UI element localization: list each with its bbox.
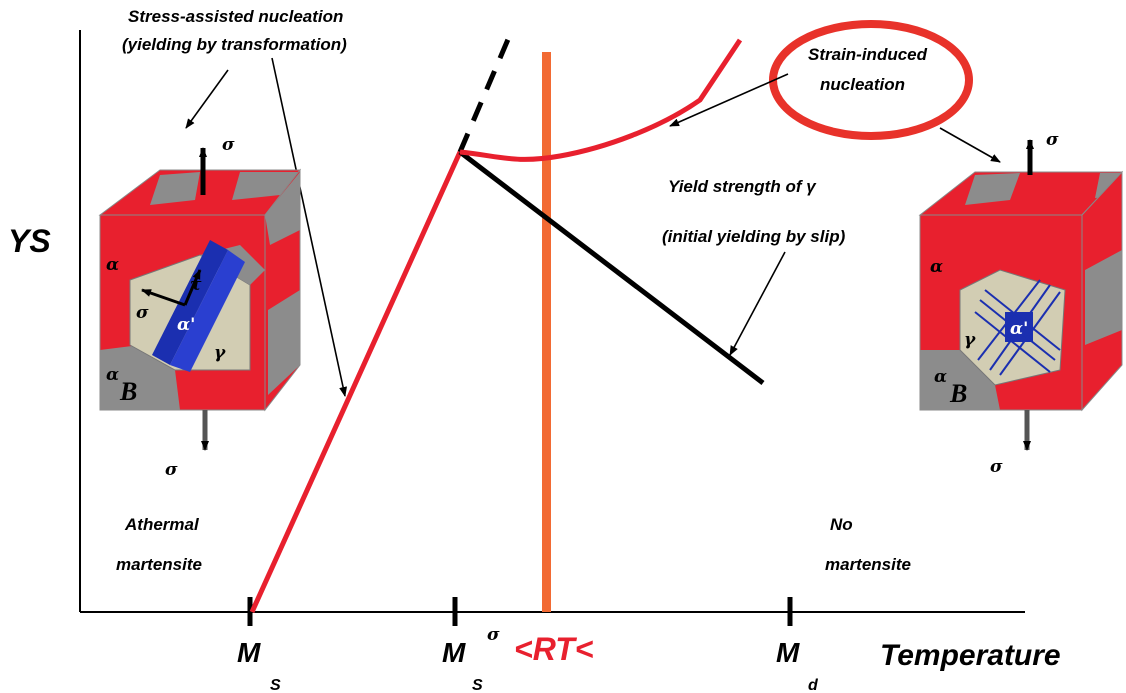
rt-bar bbox=[542, 52, 551, 612]
tick-label: M bbox=[442, 637, 466, 668]
annotation: Stress-assisted nucleation bbox=[128, 7, 343, 26]
arrow bbox=[271, 57, 348, 397]
arrows bbox=[185, 57, 1001, 397]
label: γ bbox=[214, 343, 226, 363]
label: γ bbox=[964, 330, 976, 350]
annotation: Athermal bbox=[124, 515, 200, 534]
ticks bbox=[247, 597, 793, 626]
arrow bbox=[185, 69, 229, 129]
label: B bbox=[949, 379, 967, 408]
tick-sup: σ bbox=[487, 625, 500, 645]
label: α bbox=[106, 255, 119, 275]
y-label: YS bbox=[8, 223, 51, 259]
tick-sub: d bbox=[808, 677, 819, 693]
right-cube: σ σ α α' γ α B bbox=[918, 130, 1124, 477]
slip-band bbox=[989, 284, 1051, 371]
shear-arrow bbox=[183, 269, 202, 306]
tick-sub: S bbox=[270, 677, 281, 693]
strain-induced-curve bbox=[459, 38, 743, 162]
stress-assisted-line bbox=[249, 150, 463, 614]
martensite bbox=[152, 240, 228, 365]
annotation: Yield strength of γ bbox=[668, 177, 817, 196]
label: α bbox=[106, 365, 119, 385]
label: α' bbox=[177, 315, 195, 335]
yield-strength-line bbox=[458, 150, 765, 385]
martensite bbox=[170, 250, 245, 372]
left-cube: σ σ α α' γ α B τ σ bbox=[98, 135, 302, 480]
annotation: (initial yielding by slip) bbox=[662, 227, 846, 246]
tick-label: M bbox=[237, 637, 261, 668]
annotation: (yielding by transformation) bbox=[122, 35, 347, 54]
arrow bbox=[669, 73, 789, 127]
arrow bbox=[729, 251, 786, 356]
label: τ bbox=[190, 275, 202, 295]
slip-band bbox=[977, 279, 1041, 361]
slip-bands bbox=[974, 279, 1061, 376]
grain bbox=[920, 350, 1000, 410]
tick-sub: S bbox=[472, 677, 483, 693]
arrow bbox=[939, 127, 1001, 163]
label: α bbox=[930, 257, 943, 277]
grain bbox=[268, 290, 300, 395]
extrapolation bbox=[457, 29, 515, 153]
label: σ bbox=[136, 303, 149, 323]
label: α' bbox=[1010, 319, 1028, 339]
slip-band bbox=[999, 291, 1061, 376]
tick-label: M bbox=[776, 637, 800, 668]
normal-arrow bbox=[141, 288, 186, 307]
grain bbox=[965, 173, 1020, 205]
annotation: nucleation bbox=[820, 75, 905, 94]
grain bbox=[1085, 250, 1122, 345]
slip-band bbox=[984, 289, 1061, 351]
label: σ bbox=[990, 457, 1003, 477]
annotation: martensite bbox=[116, 555, 202, 574]
label: σ bbox=[165, 460, 178, 480]
grain bbox=[150, 172, 200, 205]
rt-label: <RT< bbox=[514, 631, 593, 667]
label: σ bbox=[1046, 130, 1059, 150]
annotation: Strain-induced bbox=[808, 45, 928, 64]
label: σ bbox=[222, 135, 235, 155]
annotation: No bbox=[830, 515, 853, 534]
x-label: Temperature bbox=[880, 639, 1061, 672]
grain bbox=[265, 172, 300, 245]
slip-band bbox=[974, 311, 1051, 373]
annotation: martensite bbox=[825, 555, 911, 574]
label: B bbox=[119, 377, 137, 406]
label: α bbox=[934, 367, 947, 387]
